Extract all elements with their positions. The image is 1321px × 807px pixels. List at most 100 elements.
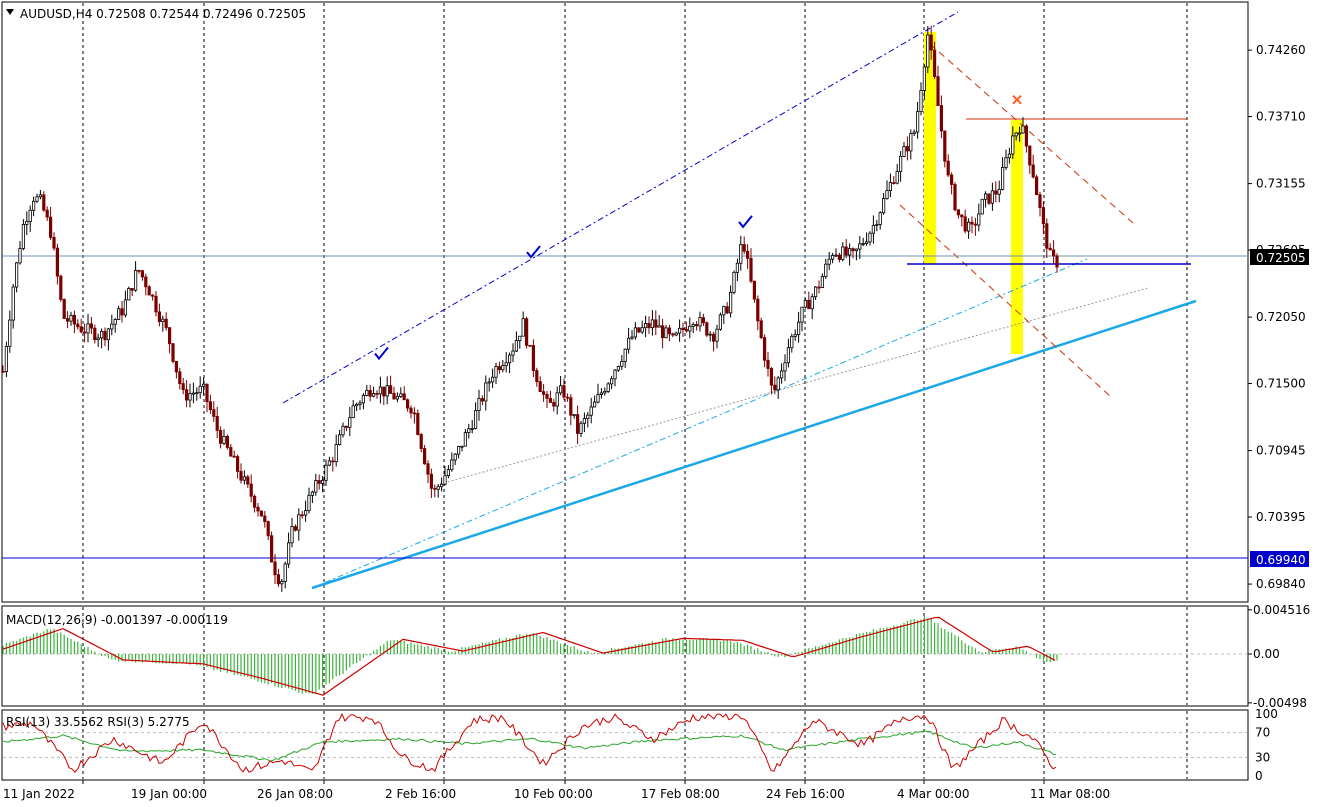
candle-body [1004,157,1008,168]
candle-body [667,327,672,335]
candle-body [848,248,852,256]
time-tick-label: 26 Jan 08:00 [257,787,333,801]
candle-body [392,393,396,400]
candle-body [613,369,617,380]
candle-body [705,322,709,336]
candle-body [174,361,178,373]
rsi-panel[interactable] [1,709,1249,781]
channel-mid-line[interactable] [439,287,1149,485]
candle-body [569,397,573,416]
candle-body [273,561,277,576]
candle-body [623,348,627,362]
candle-body [242,476,246,481]
candle-body [977,213,981,226]
trend-line-secondary[interactable] [311,258,1088,589]
candle-body [375,393,379,395]
macd-header: MACD(12,26,9) -0.001397 -0.000119 [6,613,228,627]
symbol-header: AUDUSD,H4 0.72508 0.72544 0.72496 0.7250… [20,7,306,21]
candle-body [722,306,726,316]
candle-body [72,314,76,325]
candle-body [208,401,212,411]
candle-body [1045,223,1049,249]
candle-body [443,475,447,485]
candle-body [365,389,369,396]
candle-body [300,514,304,517]
price-tick-label: 0.70945 [1256,444,1306,458]
candle-body [824,263,828,277]
candle-body [633,327,638,338]
candle-body [263,515,267,523]
candle-body [593,401,597,408]
candle-body [487,381,491,384]
candle-body [167,327,172,345]
candle-body [130,288,134,291]
candle-body [324,464,328,481]
candle-body [909,133,913,152]
candle-body [538,381,542,393]
candle-body [429,473,434,489]
candle-body [518,335,522,341]
candle-body [582,418,587,424]
candle-body [28,209,32,222]
candle-body [433,487,437,490]
candle-body [773,384,777,391]
candle-body [970,221,974,225]
candle-body [776,377,780,391]
candle-body [844,246,848,256]
candle-body [810,296,814,310]
candle-body [895,171,899,184]
candle-body [803,299,808,308]
candle-body [627,337,631,350]
candle-body [851,248,855,252]
candle-body [266,521,270,537]
candle-body [18,248,22,264]
candle-body [875,224,879,226]
support-dash-line[interactable] [899,204,1111,397]
candle-body [201,383,206,387]
candle-body [885,190,889,200]
macd-axis: 0.004516 0.00 -0.00498 [1248,603,1310,710]
main-trend-line[interactable] [311,299,1197,590]
candle-body [834,254,838,257]
candle-body [729,291,733,314]
candle-body [368,389,372,397]
macd-panel[interactable] [1,605,1249,707]
candle-body [412,412,417,415]
channel-top-line[interactable] [282,11,959,404]
candle-body [249,483,253,497]
symbol-dropdown-icon[interactable] [6,9,14,15]
candle-body [52,237,56,249]
check-mark-icon [738,215,753,229]
candle-body [671,333,675,336]
candle-body [283,563,287,582]
candle-body [144,276,148,288]
candle-body [297,514,301,531]
macd-tick-label: -0.00498 [1253,696,1307,710]
candle-body [494,366,498,378]
candle-body [756,298,760,322]
candle-body [892,182,896,184]
candle-body [269,535,274,563]
candle-body [715,328,719,342]
candle-body [327,460,332,466]
main-grid [82,3,1188,779]
candle-body [637,327,641,333]
price-panel[interactable] [1,1,1249,603]
candle-body [691,324,695,327]
candle-body [140,270,144,278]
time-tick-label: 10 Feb 00:00 [514,787,593,801]
candle-body [110,323,114,330]
candle-body [164,318,168,329]
candle-body [576,414,580,434]
candle-body [535,370,539,383]
candle-body [501,365,505,371]
candle-body [276,574,281,585]
candle-body [399,393,403,397]
candle-body [344,425,349,428]
candle-body [766,359,770,369]
resistance-dash-line[interactable] [929,43,1134,224]
candle-body [293,526,298,531]
candle-body [531,345,536,371]
candle-body [997,188,1001,195]
